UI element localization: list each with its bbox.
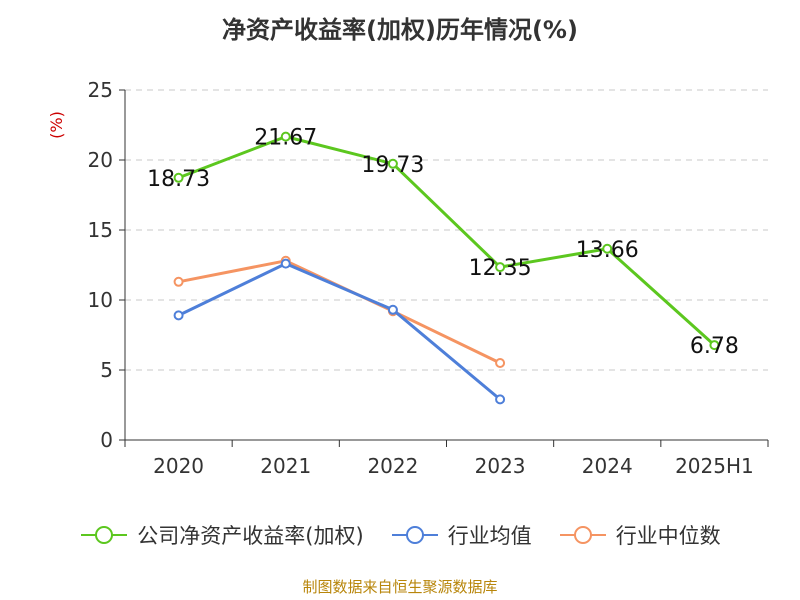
y-axis-label: (%): [47, 111, 66, 139]
x-tick-label: 2024: [582, 454, 633, 478]
data-label: 6.78: [690, 334, 739, 359]
legend-label: 行业均值: [447, 524, 532, 548]
data-labels: 18.73 21.67 19.73 12.35 13.66 6.78: [147, 126, 739, 359]
data-point: [280, 258, 291, 269]
legend-label: 公司净资产收益率(加权): [137, 524, 364, 548]
data-point: [387, 304, 398, 315]
legend-item[interactable]: 行业均值: [390, 520, 532, 550]
y-tick-label: 10: [88, 288, 113, 312]
data-point: [602, 243, 613, 254]
x-tick-label: 2025H1: [675, 454, 754, 478]
data-source: 制图数据来自恒生聚源数据库: [302, 578, 498, 596]
legend-item[interactable]: 公司净资产收益率(加权): [79, 520, 364, 550]
data-label: 12.35: [469, 256, 532, 281]
data-point: [387, 158, 398, 169]
data-point: [495, 394, 506, 405]
data-label: 18.73: [147, 167, 210, 192]
x-tick-label: 2021: [260, 454, 311, 478]
y-tick-label: 20: [88, 148, 113, 172]
series-line: [178, 259, 501, 365]
data-label: 19.73: [361, 153, 424, 178]
x-tick-label: 2022: [367, 454, 418, 478]
grid-lines: [125, 89, 768, 371]
legend-symbol: [391, 526, 438, 544]
data-point: [280, 131, 291, 142]
y-tick-label: 25: [88, 78, 113, 102]
y-tick-label: 15: [88, 218, 113, 242]
data-point: [495, 358, 506, 368]
legend-symbol: [559, 526, 606, 544]
legend-label: 行业中位数: [615, 524, 721, 548]
data-point: [173, 310, 184, 321]
y-tick-label: 0: [100, 428, 113, 452]
legend-item[interactable]: 行业中位数: [558, 520, 721, 550]
data-point: [173, 276, 184, 287]
data-point: [173, 172, 184, 183]
data-point: [495, 262, 506, 273]
y-tick-label: 5: [100, 358, 113, 382]
x-tick-label: 2020: [153, 454, 204, 478]
series-line: [177, 262, 502, 401]
x-tick-label: 2023: [475, 454, 526, 478]
chart-title: 净资产收益率(加权)历年情况(%): [222, 16, 578, 44]
series-line: [178, 135, 716, 347]
legend-symbol: [81, 526, 128, 544]
legend: 公司净资产收益率(加权) 行业均值 行业中位数: [0, 520, 800, 550]
axes: 0 5 10 15 20 25 2020 2021 2022 2023 2024 2025H1: [88, 78, 769, 478]
data-point: [709, 340, 720, 351]
data-label: 13.66: [576, 238, 639, 263]
series: [173, 131, 720, 405]
data-label: 21.67: [254, 126, 317, 151]
